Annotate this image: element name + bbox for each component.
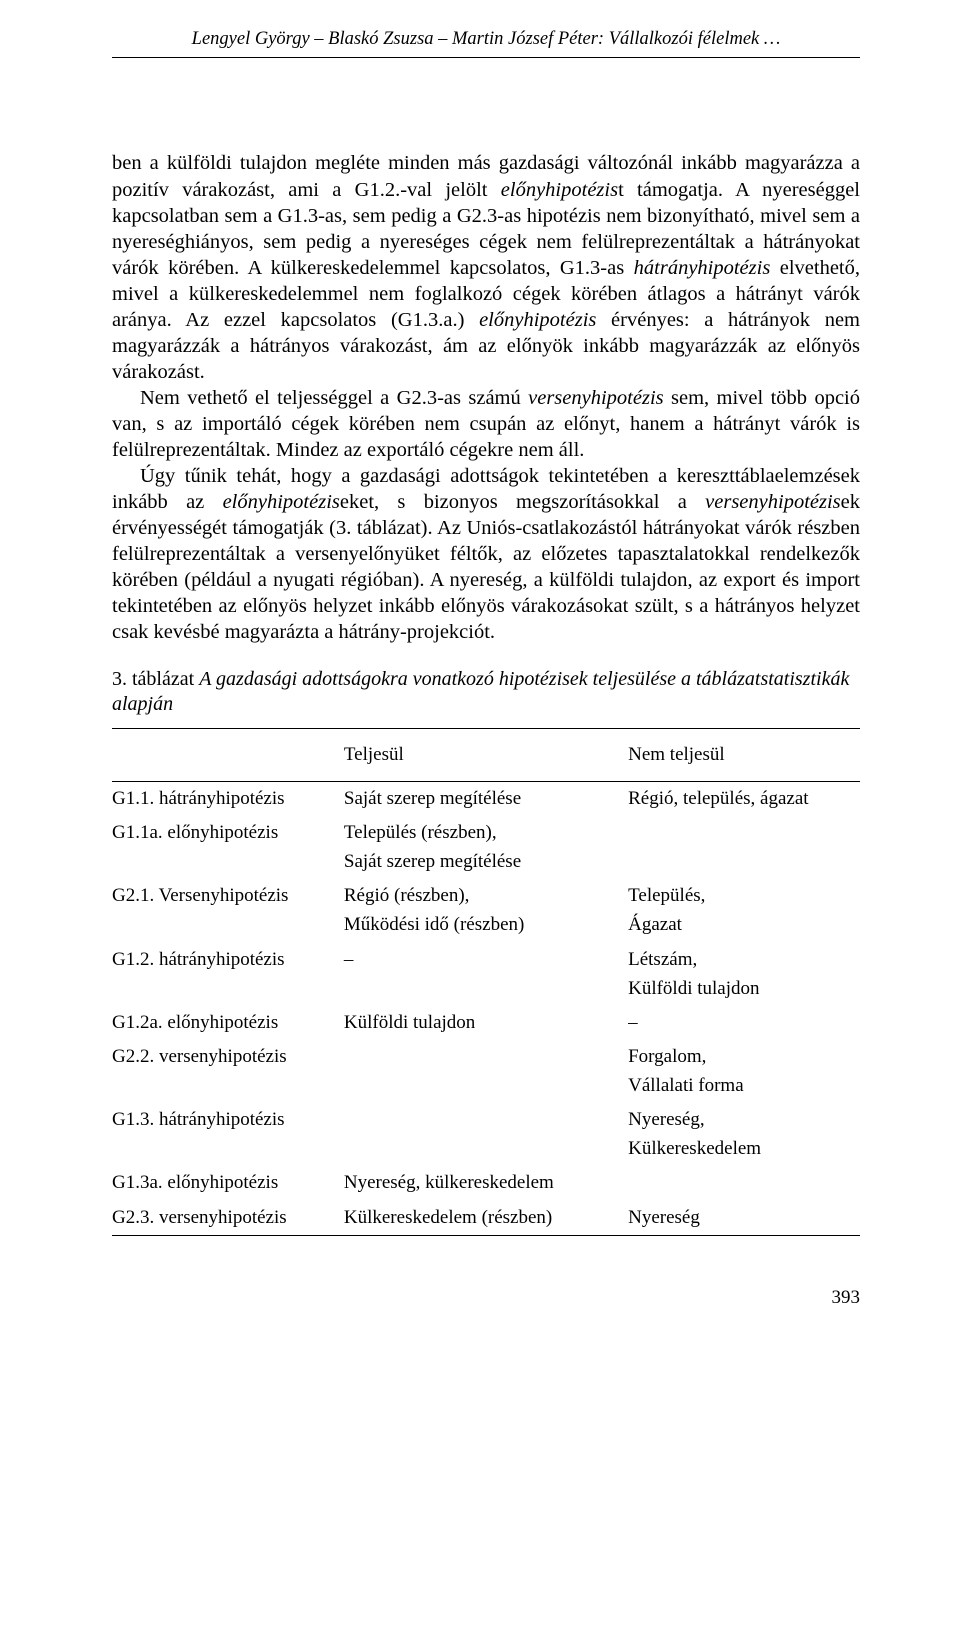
table-cell: Külkereskedelem [628,1137,860,1166]
table-header-cell: Nem teljesül [628,728,860,781]
body-paragraph-1: ben a külföldi tulajdon megléte minden m… [112,150,860,384]
table-cell: G1.2. hátrányhipotézis [112,943,344,977]
table-cell: Saját szerep megítélése [344,850,628,879]
table-cell: G1.1. hátrányhipotézis [112,781,344,816]
table-row: Működési idő (részben)Ágazat [112,913,860,942]
table-cell: Település (részben), [344,816,628,850]
page-number: 393 [112,1286,860,1310]
table-cell: G1.3. hátrányhipotézis [112,1103,344,1137]
table-cell: Település, [628,879,860,913]
table-row: G1.2. hátrányhipotézis–Létszám, [112,943,860,977]
table-cell: G1.1a. előnyhipotézis [112,816,344,850]
table-row: Vállalati forma [112,1074,860,1103]
table-row: G1.1a. előnyhipotézisTelepülés (részben)… [112,816,860,850]
table-caption-lead: 3. táblázat [112,668,199,690]
table-cell: G2.1. Versenyhipotézis [112,879,344,913]
table-cell: Nyereség [628,1201,860,1236]
table-cell [344,1040,628,1074]
table-cell: G1.2a. előnyhipotézis [112,1006,344,1040]
table-cell: Külföldi tulajdon [628,977,860,1006]
table-cell: Nyereség, [628,1103,860,1137]
table-row: G1.3. hátrányhipotézis Nyereség, [112,1103,860,1137]
table-cell: Saját szerep megítélése [344,781,628,816]
table-cell: Régió, település, ágazat [628,781,860,816]
hypothesis-table: Teljesül Nem teljesül G1.1. hátrányhipot… [112,728,860,1236]
table-row: G2.2. versenyhipotézis Forgalom, [112,1040,860,1074]
table-row: Külkereskedelem [112,1137,860,1166]
body-paragraph-3: Úgy tűnik tehát, hogy a gazdasági adotts… [112,463,860,645]
table-cell: G2.2. versenyhipotézis [112,1040,344,1074]
table-cell [112,850,344,879]
table-cell [344,1074,628,1103]
table-caption: 3. táblázat A gazdasági adottságokra von… [112,667,860,718]
table-row: G2.3. versenyhipotézisKülkereskedelem (r… [112,1201,860,1236]
table-cell [112,913,344,942]
table-cell [628,816,860,850]
table-row: Külföldi tulajdon [112,977,860,1006]
table-cell: Létszám, [628,943,860,977]
table-cell [112,1074,344,1103]
table-cell: Nyereség, külkereskedelem [344,1166,628,1200]
running-head: Lengyel György – Blaskó Zsuzsa – Martin … [112,28,860,58]
table-row: G1.3a. előnyhipotézisNyereség, külkeresk… [112,1166,860,1200]
table-cell: G2.3. versenyhipotézis [112,1201,344,1236]
table-cell [112,1137,344,1166]
table-header-cell: Teljesül [344,728,628,781]
table-header-cell [112,728,344,781]
table-row: Saját szerep megítélése [112,850,860,879]
table-cell [344,1103,628,1137]
table-cell [344,977,628,1006]
table-row: G1.1. hátrányhipotézisSaját szerep megít… [112,781,860,816]
table-cell [112,977,344,1006]
table-cell: Külkereskedelem (részben) [344,1201,628,1236]
table-cell: – [344,943,628,977]
table-body: G1.1. hátrányhipotézisSaját szerep megít… [112,781,860,1235]
body-paragraph-2: Nem vethető el teljességgel a G2.3-as sz… [112,385,860,463]
table-cell: Működési idő (részben) [344,913,628,942]
table-cell: Forgalom, [628,1040,860,1074]
table-cell: G1.3a. előnyhipotézis [112,1166,344,1200]
table-cell: Külföldi tulajdon [344,1006,628,1040]
table-cell [628,1166,860,1200]
table-cell: – [628,1006,860,1040]
table-caption-title: A gazdasági adottságokra vonatkozó hipot… [112,668,849,715]
table-cell [344,1137,628,1166]
table-cell: Ágazat [628,913,860,942]
table-row: G2.1. VersenyhipotézisRégió (részben),Te… [112,879,860,913]
table-cell [628,850,860,879]
table-cell: Régió (részben), [344,879,628,913]
table-cell: Vállalati forma [628,1074,860,1103]
table-row: G1.2a. előnyhipotézisKülföldi tulajdon– [112,1006,860,1040]
table-header-row: Teljesül Nem teljesül [112,728,860,781]
